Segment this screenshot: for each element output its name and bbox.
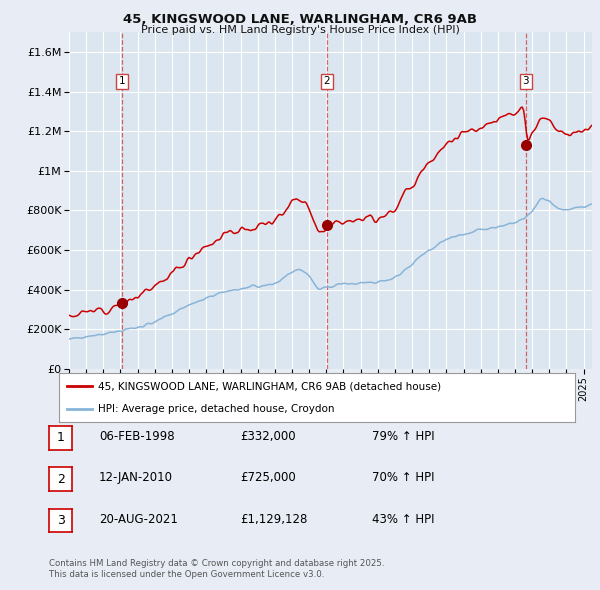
Text: HPI: Average price, detached house, Croydon: HPI: Average price, detached house, Croy… — [97, 404, 334, 414]
Text: 2: 2 — [56, 473, 65, 486]
Text: 43% ↑ HPI: 43% ↑ HPI — [372, 513, 434, 526]
Text: Contains HM Land Registry data © Crown copyright and database right 2025.
This d: Contains HM Land Registry data © Crown c… — [49, 559, 385, 579]
Text: 3: 3 — [56, 514, 65, 527]
Text: £1,129,128: £1,129,128 — [240, 513, 307, 526]
Text: 79% ↑ HPI: 79% ↑ HPI — [372, 430, 434, 443]
Text: 3: 3 — [523, 76, 529, 86]
Text: Price paid vs. HM Land Registry's House Price Index (HPI): Price paid vs. HM Land Registry's House … — [140, 25, 460, 35]
Text: 45, KINGSWOOD LANE, WARLINGHAM, CR6 9AB: 45, KINGSWOOD LANE, WARLINGHAM, CR6 9AB — [123, 13, 477, 26]
Text: 45, KINGSWOOD LANE, WARLINGHAM, CR6 9AB (detached house): 45, KINGSWOOD LANE, WARLINGHAM, CR6 9AB … — [97, 381, 440, 391]
Text: 20-AUG-2021: 20-AUG-2021 — [99, 513, 178, 526]
Text: 2: 2 — [323, 76, 331, 86]
Text: 06-FEB-1998: 06-FEB-1998 — [99, 430, 175, 443]
Text: 1: 1 — [56, 431, 65, 444]
Text: 70% ↑ HPI: 70% ↑ HPI — [372, 471, 434, 484]
Text: £725,000: £725,000 — [240, 471, 296, 484]
Text: £332,000: £332,000 — [240, 430, 296, 443]
Text: 1: 1 — [119, 76, 125, 86]
Text: 12-JAN-2010: 12-JAN-2010 — [99, 471, 173, 484]
